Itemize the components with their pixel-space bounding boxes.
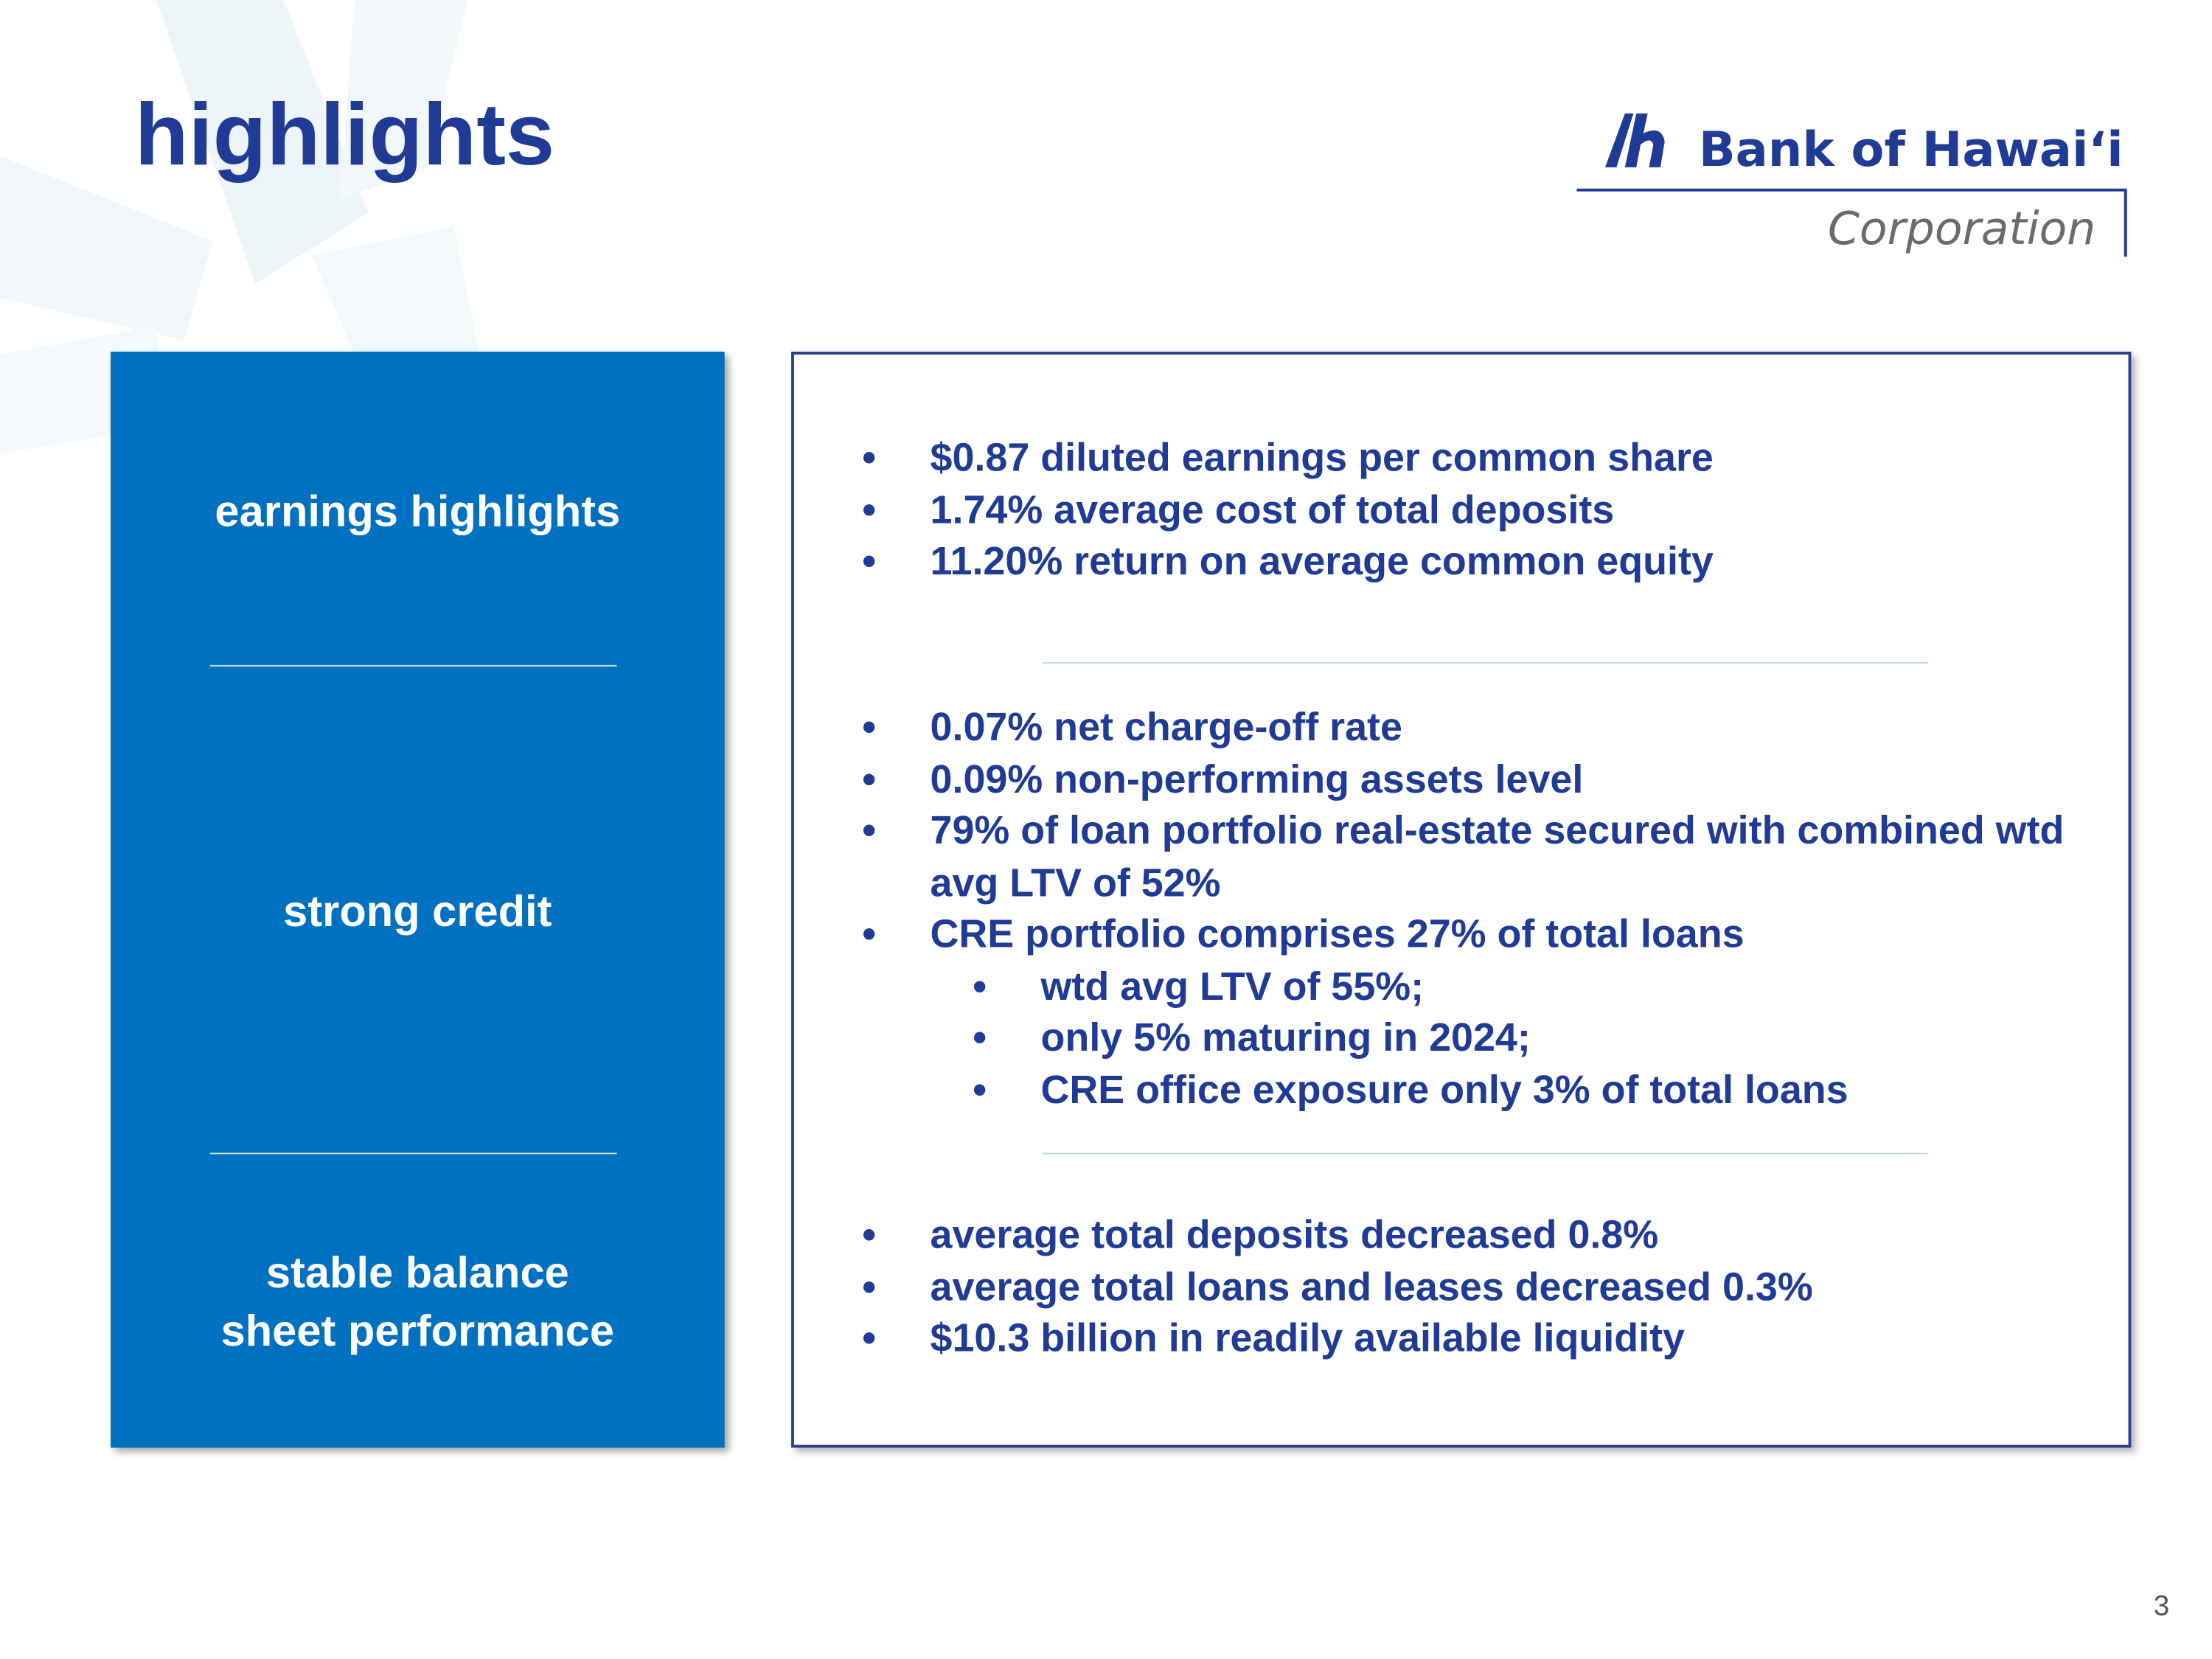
- sub-bullet: CRE office exposure only 3% of total loa…: [848, 1064, 2096, 1116]
- section-label: strong credit: [283, 886, 552, 936]
- bullet: 0.07% net charge-off rate: [848, 702, 2096, 754]
- bullet-group: average total deposits decreased 0.8%ave…: [848, 1209, 2096, 1365]
- logo-subtitle: Corporation: [1828, 202, 2096, 255]
- divider: [209, 664, 617, 667]
- logo: Bank of Hawaiʻi Corporation: [1576, 113, 2127, 257]
- logo-name: Bank of Hawaiʻi: [1699, 122, 2124, 178]
- bullet: CRE portfolio comprises 27% of total loa…: [848, 909, 2096, 961]
- bullet: 1.74% average cost of total deposits: [848, 484, 2096, 536]
- slide-title: highlights: [134, 86, 555, 185]
- divider: [1042, 662, 1929, 664]
- divider: [1042, 1152, 1929, 1155]
- bullet: $10.3 billion in readily available liqui…: [848, 1313, 2096, 1365]
- bullet: $0.87 diluted earnings per common share: [848, 433, 2096, 484]
- bullet-group: 0.07% net charge-off rate0.09% non-perfo…: [848, 702, 2096, 1116]
- background-decoration: [0, 0, 482, 454]
- bullet: 11.20% return on average common equity: [848, 536, 2096, 588]
- bullet: average total loans and leases decreased…: [848, 1262, 2096, 1313]
- page-number: 3: [2153, 1590, 2170, 1622]
- bullet: average total deposits decreased 0.8%: [848, 1209, 2096, 1261]
- divider: [209, 1152, 617, 1155]
- section-label: stable balance sheet performance: [220, 1248, 615, 1356]
- sub-bullet: wtd avg LTV of 55%;: [848, 961, 2096, 1012]
- section-label: earnings highlights: [215, 486, 621, 536]
- bullet: 0.09% non-performing assets level: [848, 754, 2096, 805]
- sub-bullet: only 5% maturing in 2024;: [848, 1012, 2096, 1064]
- bullet-group: $0.87 diluted earnings per common share1…: [848, 433, 2096, 588]
- section-labels-panel: earnings highlights strong credit stable…: [111, 351, 725, 1448]
- bullet: 79% of loan portfolio real-estate secure…: [848, 805, 2096, 908]
